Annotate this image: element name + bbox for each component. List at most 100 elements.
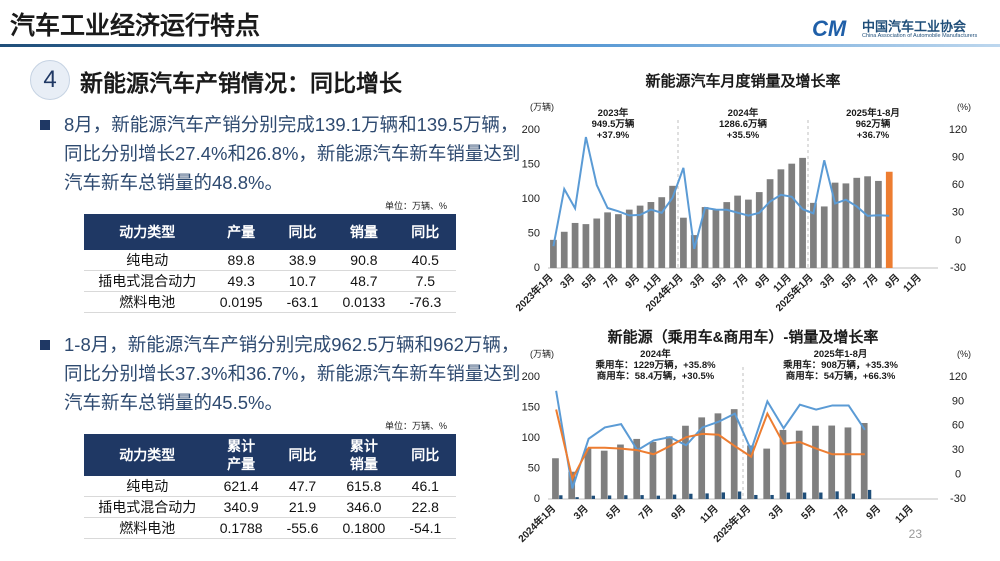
table-cell: 90.8	[333, 250, 395, 271]
bar	[754, 494, 758, 499]
cell-text: 21.9	[288, 499, 317, 515]
charts: 新能源汽车月度销量及增长率 (万辆) (%) 0 50 100 150 200 -30 0 30 60…	[513, 72, 971, 545]
bar	[867, 489, 872, 499]
bar	[656, 495, 661, 499]
y2-tick-label: 120	[949, 371, 967, 383]
bar	[672, 494, 677, 499]
bar	[812, 425, 819, 499]
bar	[658, 197, 666, 268]
bar	[786, 492, 791, 499]
page-number: 23	[908, 527, 922, 541]
bar	[737, 491, 742, 499]
cell-text: 621.4	[223, 478, 259, 494]
x-tick-label: 9月	[883, 272, 902, 291]
x-tick-label: 7月	[731, 272, 750, 291]
y-tick-label: 50	[528, 462, 540, 474]
page-title: 汽车工业经济运行特点	[10, 12, 261, 40]
bar	[819, 492, 823, 499]
column-header: 同比	[394, 434, 456, 476]
x-tick-label: 9月	[623, 272, 642, 291]
line	[555, 409, 865, 482]
table-row: 燃料电池 0.0195 -63.1 0.0133 -76.3	[84, 291, 456, 313]
column-header: 累计 产量	[210, 434, 272, 476]
bar	[559, 495, 563, 499]
table-cell: 燃料电池	[84, 517, 211, 539]
x-tick-label: 2023年1月	[513, 271, 556, 314]
x-tick-label: 3月	[558, 272, 577, 291]
bar	[584, 448, 592, 499]
x-tick-label: 7月	[601, 272, 620, 291]
y-tick-label: 50	[528, 227, 540, 239]
annotation: +35.5%	[727, 130, 760, 141]
cell-text: 22.8	[411, 499, 439, 515]
bar	[624, 495, 628, 499]
cell-text: 90.8	[350, 252, 378, 268]
bar	[745, 199, 752, 268]
bar	[682, 425, 689, 499]
bar	[779, 429, 787, 499]
table-cell: 插电式混合动力	[84, 496, 211, 518]
table-unit: 单位：万辆、%	[385, 201, 448, 211]
chart-title: 新能源（乘用车&商用车）-销量及增长率	[608, 328, 879, 346]
cell-text: 47.7	[288, 478, 317, 494]
y2-tick-label: 60	[952, 420, 964, 432]
bar	[810, 202, 817, 268]
bar	[604, 212, 611, 268]
table-row: 燃料电池 0.1788 -55.6 0.1800 -54.1	[84, 517, 456, 539]
bar	[851, 493, 856, 499]
column-header: 产量	[210, 214, 272, 250]
bar	[730, 409, 738, 499]
cell-text: 燃料电池	[119, 520, 176, 536]
cell-text: 38.9	[288, 252, 317, 268]
annotation: 1286.6万辆	[719, 118, 768, 130]
bar	[795, 430, 803, 499]
table-cell: 22.8	[394, 496, 456, 518]
logo: CM 中国汽车工业协会 China Association of Automob…	[812, 14, 992, 44]
x-tick-label: 11月	[698, 503, 721, 526]
x-tick-label: 3月	[766, 503, 785, 522]
table-cell: 47.7	[271, 476, 334, 497]
table-cell: 40.5	[394, 250, 456, 271]
annotation: 乘用车：908万辆，+35.3%	[782, 359, 898, 371]
x-tick-label: 7月	[861, 272, 880, 291]
y2-tick-label: 120	[949, 124, 967, 136]
bar	[636, 205, 644, 268]
bar	[835, 491, 839, 499]
y-axis-label: (万辆)	[530, 348, 554, 359]
cell-text: 89.8	[227, 252, 255, 268]
bar	[723, 202, 731, 268]
x-tick-label: 3月	[688, 272, 707, 291]
y2-tick-label: -30	[950, 262, 966, 274]
header-row: 动力类型 产量 同比 销量 同比	[84, 214, 456, 250]
cell-text: -63.1	[286, 294, 319, 310]
y2-tick-label: 30	[952, 207, 964, 219]
y-tick-label: 0	[534, 262, 540, 274]
line	[555, 390, 866, 489]
table-cell: 0.0133	[333, 291, 395, 313]
bar	[550, 239, 557, 268]
section-number: 4	[30, 60, 70, 100]
annotation: 2023年	[598, 107, 629, 119]
bar	[734, 195, 741, 268]
y2-tick-label: -30	[950, 493, 966, 505]
bar	[689, 493, 693, 499]
y-tick-label: 150	[522, 158, 540, 170]
cell-text: 40.5	[411, 252, 439, 268]
cell-text: 0.1788	[219, 520, 263, 536]
column-header: 销量	[333, 214, 395, 250]
y2-tick-label: 90	[952, 152, 964, 164]
cell-text: 插电式混合动力	[98, 499, 197, 515]
x-tick-label: 5月	[604, 503, 623, 522]
section-title: 新能源汽车产销情况：同比增长	[80, 70, 402, 96]
x-tick-label: 2024年1月	[515, 502, 558, 545]
column-header: 同比	[271, 214, 334, 250]
x-tick-label: 9月	[753, 272, 772, 291]
table-row: 纯电动 621.4 47.7 615.8 46.1	[84, 476, 456, 497]
logo-english: China Association of Automobile Manufact…	[862, 33, 978, 39]
column-header: 同比	[271, 434, 334, 476]
bar	[552, 458, 559, 499]
bullet-text: 8月，新能源汽车产销分别完成139.1万辆和139.5万辆，同比分别增长27.4…	[40, 110, 524, 197]
data-table: 动力类型 累计 产量 同比 累计 销量 同比 纯电动 621.4 47.7 615.8 46.1 插…	[84, 434, 456, 539]
cell-text: 燃料电池	[119, 294, 176, 310]
table-cell: -55.6	[271, 517, 334, 539]
